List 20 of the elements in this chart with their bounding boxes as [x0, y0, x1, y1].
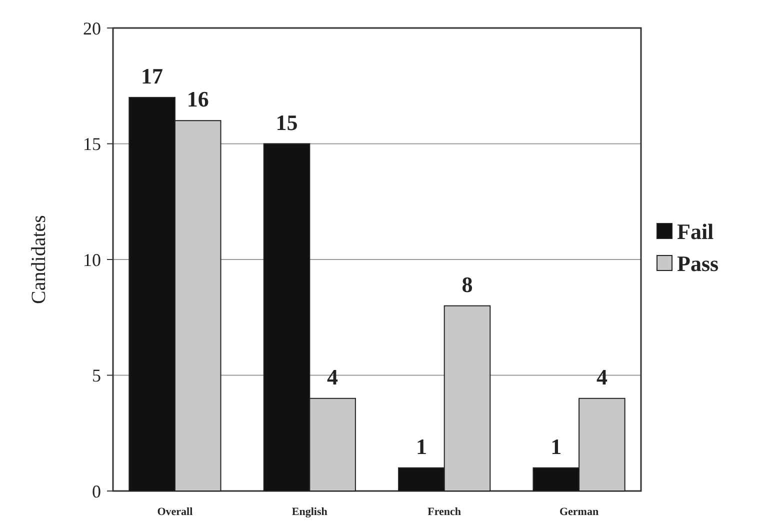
legend-label: Pass	[677, 251, 719, 276]
data-label: 17	[141, 63, 164, 88]
y-tick-label: 10	[83, 250, 101, 270]
x-tick-label: German	[559, 506, 599, 518]
data-label: 4	[327, 364, 338, 390]
x-tick-label: English	[292, 506, 328, 518]
data-label: 16	[186, 86, 209, 112]
data-label: 1	[416, 434, 427, 459]
x-tick-label: Overall	[157, 506, 193, 518]
legend-label: Fail	[677, 219, 714, 244]
data-label: 8	[462, 272, 473, 297]
x-tick-label: French	[428, 506, 462, 518]
data-label: 15	[276, 110, 298, 135]
data-label: 1	[550, 434, 562, 459]
y-axis-title: Candidates	[28, 214, 50, 304]
data-label: 4	[596, 364, 608, 390]
y-tick-label: 20	[83, 18, 101, 38]
y-tick-label: 15	[83, 134, 101, 154]
y-tick-label: 0	[92, 481, 101, 502]
y-tick-label: 5	[92, 366, 101, 386]
